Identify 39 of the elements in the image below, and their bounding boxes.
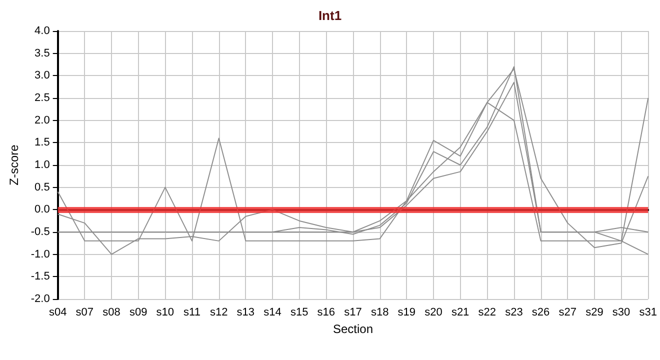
x-tick-label: s04	[48, 306, 67, 318]
y-tick-label: 2.0	[34, 114, 50, 126]
y-tick-label: 3.5	[34, 47, 50, 60]
x-tick-label: s15	[290, 306, 308, 318]
x-tick-label: s20	[424, 306, 442, 318]
y-tick-label: 1.5	[34, 136, 50, 149]
x-tick-label: s18	[370, 306, 389, 318]
x-tick-label: s31	[639, 306, 658, 318]
x-tick-label: s27	[558, 306, 577, 318]
y-tick-label: 1.0	[34, 159, 50, 171]
x-tick-label: s17	[344, 306, 362, 318]
x-tick-label: s14	[264, 306, 282, 318]
y-tick-label: 0.5	[34, 181, 50, 194]
x-tick-label: s29	[586, 306, 604, 318]
chart-title: Int1	[318, 8, 342, 23]
x-tick-label: s13	[236, 306, 255, 318]
y-tick-label: 3.0	[34, 70, 50, 82]
x-tick-label: s07	[76, 306, 94, 318]
y-tick-label: -1.5	[30, 270, 50, 283]
y-tick-label: 4.0	[34, 25, 50, 37]
x-tick-label: s10	[156, 306, 174, 318]
x-tick-label: s30	[612, 306, 630, 318]
x-tick-label: s08	[102, 306, 120, 318]
y-tick-label: -2.0	[30, 293, 50, 305]
y-tick-label: -0.5	[30, 226, 50, 238]
x-tick-label: s16	[317, 306, 336, 318]
x-tick-label: s26	[532, 306, 550, 318]
x-tick-label: s19	[398, 306, 416, 318]
x-tick-label: s12	[210, 306, 228, 318]
y-tick-label: -1.0	[30, 248, 50, 260]
x-axis-title: Section	[332, 322, 374, 336]
x-tick-label: s11	[184, 306, 200, 318]
x-tick-label: s22	[478, 306, 496, 318]
x-tick-label: s09	[129, 306, 148, 318]
x-tick-label: s21	[451, 306, 470, 318]
y-tick-label: 2.5	[34, 92, 50, 104]
y-tick-label: 0.0	[34, 204, 50, 216]
x-tick-label: s23	[505, 306, 523, 318]
y-axis-title: Z-score	[7, 144, 21, 186]
